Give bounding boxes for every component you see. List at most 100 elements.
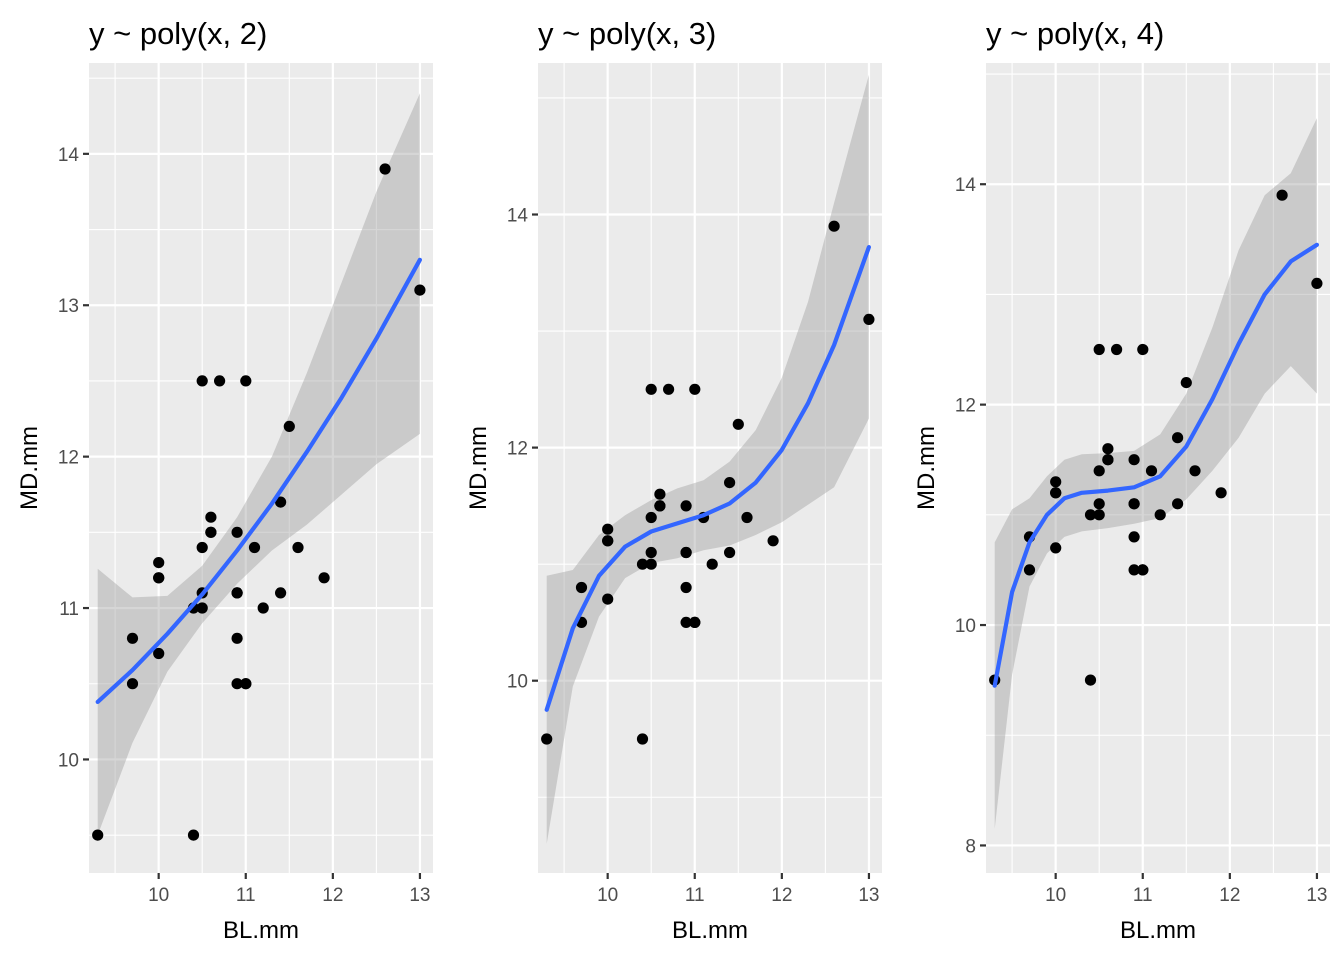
y-tick-label: 10 (507, 672, 528, 693)
x-axis-title: BL.mm (1120, 917, 1196, 944)
y-tick-label: 12 (58, 448, 79, 469)
x-tick-label: 12 (1219, 885, 1240, 906)
data-point (92, 829, 104, 841)
data-point (240, 375, 252, 387)
data-point (1023, 564, 1036, 576)
x-tick-label: 12 (322, 885, 343, 906)
data-point (654, 488, 666, 500)
data-point (645, 558, 657, 570)
data-point (645, 511, 657, 524)
fit-line (544, 245, 872, 712)
data-point (1189, 465, 1201, 477)
x-tick-label: 12 (771, 885, 792, 906)
data-point (126, 678, 139, 690)
data-point (318, 572, 330, 584)
data-point (214, 375, 226, 387)
data-point (196, 541, 208, 554)
data-point (1093, 509, 1105, 521)
x-tick-label: 10 (597, 885, 618, 906)
data-point (205, 511, 217, 523)
data-point (1102, 454, 1114, 466)
data-point (645, 383, 657, 395)
fit-line (992, 242, 1320, 688)
data-point (283, 420, 295, 432)
data-point (1093, 465, 1105, 477)
data-point (767, 535, 779, 547)
data-point (275, 496, 287, 508)
data-point (231, 678, 243, 690)
x-tick-label: 13 (409, 885, 430, 906)
x-tick-label: 13 (1306, 885, 1327, 906)
x-axis-title: BL.mm (223, 917, 299, 944)
data-point (1050, 542, 1062, 554)
data-point (231, 526, 243, 538)
data-point (1111, 343, 1123, 356)
data-point (689, 616, 701, 629)
data-point (1050, 476, 1062, 488)
data-point (1128, 454, 1140, 466)
data-point (1172, 432, 1184, 444)
x-tick-label: 11 (685, 885, 705, 906)
data-point (1093, 498, 1105, 510)
y-tick-label: 10 (955, 616, 976, 637)
data-point (1128, 531, 1140, 543)
panel-3: 10 11 12 13 8 10 12 14 y ~ poly(x, 4) BL.mm MD.mm (913, 16, 1330, 944)
data-point (153, 572, 165, 584)
panel-2: 10 11 12 13 10 12 14 y ~ poly(x, 3) BL.mm MD.mm (465, 16, 882, 944)
data-point (1137, 343, 1149, 356)
data-point (706, 558, 718, 570)
data-point (1084, 674, 1097, 686)
data-point (1137, 564, 1149, 576)
data-point (602, 523, 614, 535)
data-point (602, 535, 614, 547)
data-point (292, 541, 304, 554)
data-point (863, 313, 875, 325)
plot-title: y ~ poly(x, 4) (986, 16, 1164, 51)
plot-title: y ~ poly(x, 3) (538, 16, 716, 51)
data-point (1215, 487, 1227, 499)
data-point (196, 602, 208, 614)
data-point (636, 733, 649, 745)
data-point (1128, 498, 1140, 510)
data-point (689, 383, 701, 395)
panel-background (986, 63, 1330, 873)
y-tick-label: 12 (507, 439, 528, 460)
data-point (724, 477, 736, 489)
data-point (231, 587, 243, 599)
data-point (1180, 377, 1192, 389)
data-point (1154, 509, 1166, 521)
y-tick-label: 14 (955, 175, 977, 196)
data-point (680, 581, 692, 594)
y-tick-label: 14 (58, 145, 80, 166)
y-axis-title: MD.mm (465, 426, 492, 510)
data-point (663, 383, 675, 395)
x-tick-label: 13 (858, 885, 879, 906)
data-point (153, 557, 165, 569)
data-point (275, 587, 287, 599)
y-tick-label: 11 (59, 599, 79, 620)
data-point (1102, 443, 1114, 455)
data-point (654, 500, 666, 512)
y-tick-label: 10 (58, 750, 79, 771)
fit-line (95, 257, 422, 705)
data-point (680, 500, 692, 512)
data-point (231, 632, 243, 644)
x-tick-label: 11 (236, 885, 256, 906)
x-tick-label: 11 (1133, 885, 1153, 906)
y-axis-title: MD.mm (16, 426, 43, 510)
data-point (575, 581, 588, 594)
panel-background (538, 63, 882, 873)
data-point (257, 602, 269, 614)
data-point (602, 593, 614, 605)
confidence-band (97, 93, 420, 836)
data-point (248, 541, 261, 554)
y-tick-label: 13 (58, 296, 79, 317)
data-point (680, 546, 692, 559)
y-tick-label: 8 (965, 836, 976, 857)
data-point (1093, 343, 1105, 356)
panel-1: 10 11 12 13 10 11 12 13 14 y ~ poly(x, 2) BL.mm MD.… (16, 16, 433, 944)
data-point (732, 418, 744, 430)
y-tick-label: 12 (955, 396, 976, 417)
data-point (1050, 487, 1062, 499)
